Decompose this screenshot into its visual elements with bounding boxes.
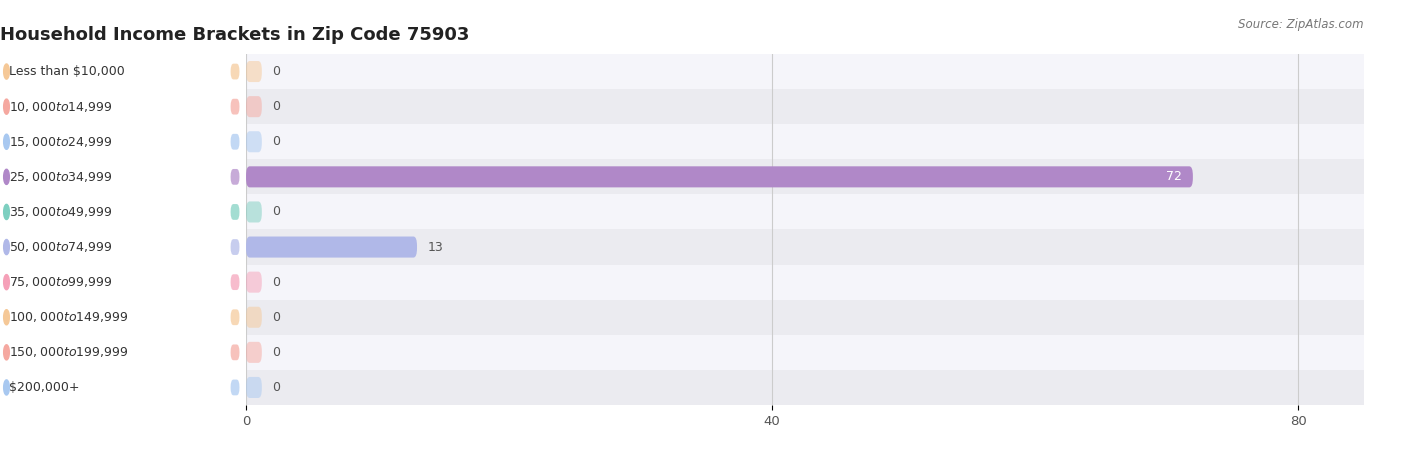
FancyBboxPatch shape	[246, 61, 262, 82]
FancyBboxPatch shape	[246, 342, 262, 363]
Bar	[0, 89, 1406, 124]
Bar	[0, 194, 1406, 230]
FancyBboxPatch shape	[4, 239, 239, 255]
FancyBboxPatch shape	[231, 344, 239, 360]
FancyBboxPatch shape	[246, 377, 262, 398]
Bar	[0, 265, 1406, 300]
FancyBboxPatch shape	[4, 99, 239, 115]
Bar	[0, 335, 1406, 370]
Bar	[0, 370, 1406, 405]
Text: Less than $10,000: Less than $10,000	[8, 65, 125, 78]
Text: $10,000 to $14,999: $10,000 to $14,999	[8, 99, 112, 114]
FancyBboxPatch shape	[4, 204, 239, 220]
Bar	[0, 54, 1406, 89]
FancyBboxPatch shape	[231, 239, 239, 255]
Circle shape	[4, 274, 10, 290]
FancyBboxPatch shape	[231, 63, 239, 80]
FancyBboxPatch shape	[246, 131, 262, 152]
Circle shape	[4, 239, 10, 255]
Text: $150,000 to $199,999: $150,000 to $199,999	[8, 345, 128, 360]
Text: $50,000 to $74,999: $50,000 to $74,999	[8, 240, 112, 254]
FancyBboxPatch shape	[4, 169, 239, 185]
FancyBboxPatch shape	[246, 272, 262, 292]
FancyBboxPatch shape	[231, 99, 239, 115]
FancyBboxPatch shape	[4, 344, 239, 360]
FancyBboxPatch shape	[231, 309, 239, 325]
Text: $35,000 to $49,999: $35,000 to $49,999	[8, 205, 112, 219]
Text: 0: 0	[273, 381, 280, 394]
Text: $200,000+: $200,000+	[8, 381, 80, 394]
Text: 13: 13	[427, 241, 443, 253]
Circle shape	[4, 310, 10, 325]
Bar	[0, 124, 1406, 159]
FancyBboxPatch shape	[231, 134, 239, 150]
Circle shape	[4, 345, 10, 360]
Text: 72: 72	[1167, 171, 1182, 183]
Circle shape	[4, 380, 10, 395]
FancyBboxPatch shape	[231, 204, 239, 220]
FancyBboxPatch shape	[246, 166, 1192, 187]
FancyBboxPatch shape	[246, 237, 418, 257]
Text: $15,000 to $24,999: $15,000 to $24,999	[8, 135, 112, 149]
FancyBboxPatch shape	[4, 379, 239, 396]
Circle shape	[4, 134, 10, 149]
Circle shape	[4, 64, 10, 79]
Circle shape	[4, 99, 10, 114]
Text: 0: 0	[273, 206, 280, 218]
Text: 0: 0	[273, 311, 280, 324]
Text: 0: 0	[273, 346, 280, 359]
Text: Source: ZipAtlas.com: Source: ZipAtlas.com	[1239, 18, 1364, 31]
FancyBboxPatch shape	[4, 63, 239, 80]
FancyBboxPatch shape	[246, 307, 262, 328]
Text: $25,000 to $34,999: $25,000 to $34,999	[8, 170, 112, 184]
FancyBboxPatch shape	[231, 379, 239, 396]
FancyBboxPatch shape	[4, 309, 239, 325]
FancyBboxPatch shape	[246, 202, 262, 222]
Text: $100,000 to $149,999: $100,000 to $149,999	[8, 310, 128, 324]
Text: 0: 0	[273, 276, 280, 288]
Text: 0: 0	[273, 100, 280, 113]
Bar	[0, 230, 1406, 265]
Circle shape	[4, 204, 10, 220]
FancyBboxPatch shape	[246, 96, 262, 117]
Text: 0: 0	[273, 135, 280, 148]
Text: $75,000 to $99,999: $75,000 to $99,999	[8, 275, 112, 289]
FancyBboxPatch shape	[4, 274, 239, 290]
FancyBboxPatch shape	[231, 169, 239, 185]
Bar	[0, 300, 1406, 335]
Text: Household Income Brackets in Zip Code 75903: Household Income Brackets in Zip Code 75…	[0, 26, 470, 44]
Text: 0: 0	[273, 65, 280, 78]
Circle shape	[4, 169, 10, 184]
FancyBboxPatch shape	[231, 274, 239, 290]
FancyBboxPatch shape	[4, 134, 239, 150]
Bar	[0, 159, 1406, 194]
